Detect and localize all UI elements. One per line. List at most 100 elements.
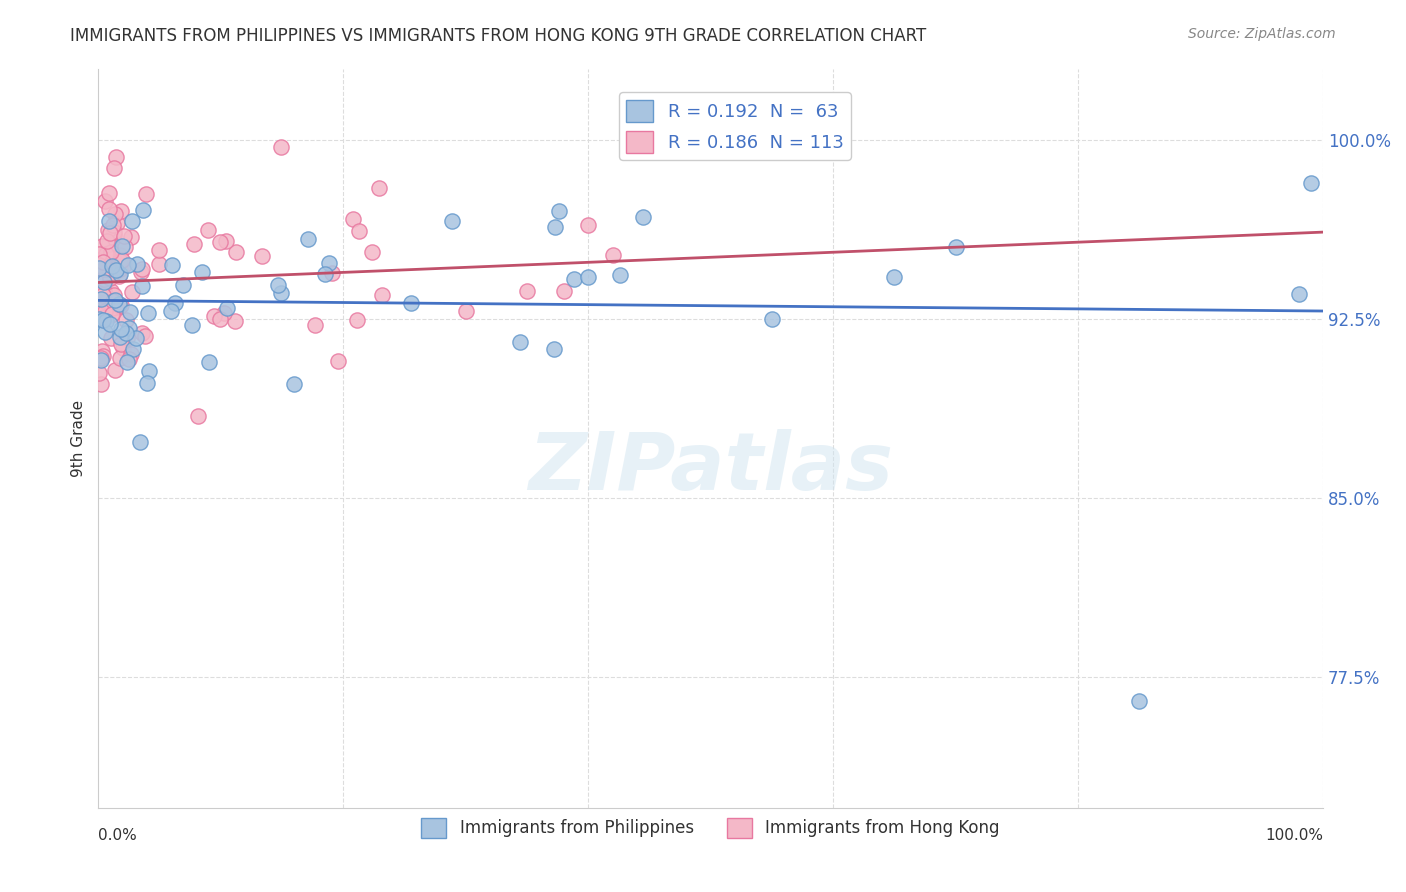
Point — [212, 306, 235, 320]
Point — [110, 298, 132, 312]
Point — [118, 351, 141, 366]
Point — [103, 227, 125, 242]
Point — [208, 235, 231, 249]
Point — [89, 312, 111, 326]
Point — [111, 253, 134, 268]
Point — [114, 240, 136, 254]
Point — [297, 232, 319, 246]
Point — [97, 214, 120, 228]
Point — [98, 303, 121, 318]
Point — [98, 186, 121, 200]
Point — [163, 295, 186, 310]
Point — [115, 313, 138, 327]
Point — [89, 304, 111, 318]
Point — [945, 240, 967, 254]
Point — [250, 249, 273, 263]
Point — [90, 283, 112, 297]
Point — [97, 222, 120, 236]
Point — [399, 296, 422, 310]
Point — [93, 302, 115, 317]
Point — [108, 297, 131, 311]
Point — [91, 313, 114, 327]
Point — [98, 226, 121, 240]
Point — [1299, 176, 1322, 190]
Point — [96, 304, 118, 318]
Point — [98, 271, 121, 285]
Point — [111, 341, 134, 355]
Point — [104, 293, 127, 307]
Point — [89, 247, 111, 261]
Point — [94, 246, 117, 260]
Point — [115, 355, 138, 369]
Point — [321, 266, 343, 280]
Point — [135, 187, 157, 202]
Point — [543, 342, 565, 356]
Point — [94, 325, 117, 339]
Point — [101, 301, 124, 315]
Point — [93, 272, 115, 286]
Point — [326, 353, 349, 368]
Point — [97, 249, 120, 263]
Point — [544, 220, 567, 235]
Point — [120, 347, 142, 361]
Point — [91, 238, 114, 252]
Point — [346, 313, 368, 327]
Point — [96, 295, 118, 310]
Point — [96, 235, 118, 249]
Point — [160, 303, 183, 318]
Point — [160, 258, 183, 272]
Point — [198, 354, 221, 368]
Point — [103, 225, 125, 239]
Point — [101, 268, 124, 282]
Point — [609, 268, 631, 283]
Point — [89, 258, 111, 272]
Point — [441, 214, 464, 228]
Point — [138, 363, 160, 377]
Point — [89, 275, 111, 289]
Point — [118, 321, 141, 335]
Point — [103, 219, 125, 233]
Point — [183, 236, 205, 251]
Point — [90, 353, 112, 368]
Point — [1288, 286, 1310, 301]
Point — [90, 351, 112, 365]
Point — [136, 376, 159, 391]
Point — [283, 377, 305, 392]
Point — [576, 218, 599, 232]
Point — [90, 377, 112, 392]
Point — [93, 284, 115, 298]
Point — [761, 312, 783, 326]
Point — [100, 284, 122, 298]
Point — [129, 434, 152, 449]
Point — [104, 363, 127, 377]
Point — [110, 337, 132, 351]
Point — [122, 343, 145, 357]
Point — [90, 293, 112, 307]
Text: Source: ZipAtlas.com: Source: ZipAtlas.com — [1188, 27, 1336, 41]
Point — [104, 263, 127, 277]
Point — [131, 278, 153, 293]
Point — [90, 296, 112, 310]
Point — [93, 275, 115, 289]
Point — [110, 254, 132, 268]
Point — [215, 235, 238, 249]
Point — [187, 409, 209, 424]
Point — [181, 318, 204, 333]
Point — [224, 313, 246, 327]
Point — [120, 305, 142, 319]
Point — [129, 265, 152, 279]
Point — [101, 293, 124, 308]
Point — [89, 260, 111, 275]
Point — [101, 259, 124, 273]
Y-axis label: 9th Grade: 9th Grade — [72, 400, 86, 477]
Point — [104, 150, 127, 164]
Point — [209, 311, 232, 326]
Point — [121, 214, 143, 228]
Point — [108, 248, 131, 262]
Point — [631, 210, 654, 224]
Point — [97, 262, 120, 277]
Point — [93, 261, 115, 276]
Point — [108, 351, 131, 366]
Point — [125, 331, 148, 345]
Point — [111, 238, 134, 252]
